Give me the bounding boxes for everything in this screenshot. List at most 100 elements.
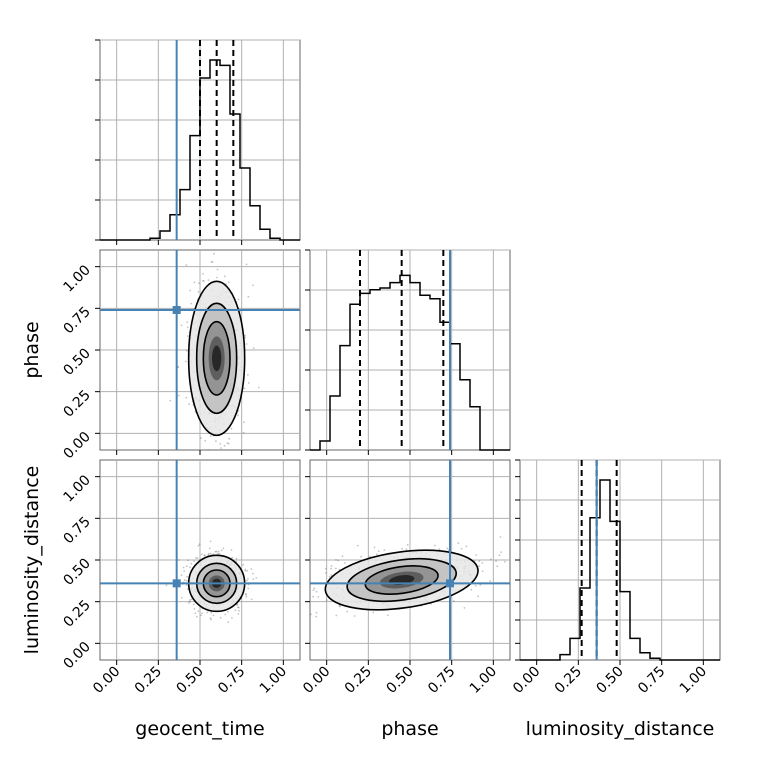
sample-point — [250, 568, 253, 570]
sample-point — [212, 553, 215, 555]
sample-point — [245, 263, 248, 266]
sample-point — [207, 554, 210, 557]
histogram-step-line — [520, 479, 720, 661]
sample-point — [198, 543, 201, 546]
sample-point — [313, 587, 316, 590]
sample-point — [235, 557, 238, 560]
panel-2d-geocent-time-phase — [99, 249, 301, 451]
y-tick-label: 0.00 — [60, 429, 93, 462]
sample-point — [330, 567, 332, 570]
sample-point — [489, 580, 491, 583]
sample-point — [203, 554, 206, 557]
sample-point — [310, 613, 312, 616]
sample-point — [190, 562, 193, 565]
sample-point — [344, 562, 346, 564]
y-tick-label: 1.00 — [60, 262, 93, 295]
sample-point — [499, 536, 502, 538]
sample-point — [193, 560, 196, 563]
sample-point — [401, 547, 403, 550]
sample-point — [216, 552, 219, 555]
sample-point — [245, 343, 248, 345]
sample-point — [252, 572, 254, 575]
sample-point — [237, 606, 240, 609]
sample-point — [188, 599, 191, 601]
sample-point — [243, 421, 245, 424]
x-tick-label: 0.75 — [215, 664, 248, 697]
sample-point — [185, 579, 188, 582]
sample-point — [189, 289, 192, 292]
sample-point — [237, 298, 240, 301]
x-axis-label-luminosity-distance: luminosity_distance — [526, 718, 715, 740]
sample-point — [305, 572, 307, 574]
sample-point — [201, 612, 204, 615]
sample-point — [209, 540, 212, 543]
sample-point — [245, 595, 248, 598]
density — [100, 460, 300, 660]
sample-point — [187, 559, 190, 562]
y-tick-label: 0.25 — [60, 597, 93, 630]
sample-point — [341, 555, 344, 558]
sample-point — [307, 599, 309, 601]
sample-point — [185, 584, 188, 586]
sample-point — [242, 431, 245, 434]
panel-hist-phase — [309, 249, 511, 451]
histogram — [100, 40, 300, 241]
x-axis-label-geocent-time: geocent_time — [135, 718, 264, 740]
sample-point — [324, 567, 327, 570]
sample-point — [200, 437, 202, 439]
sample-point — [237, 613, 240, 615]
sample-point — [334, 567, 337, 570]
sample-point — [246, 569, 249, 572]
x-tick-label: 0.75 — [425, 664, 458, 697]
sample-point — [193, 608, 196, 610]
sample-point — [457, 542, 460, 545]
sample-point — [186, 321, 189, 323]
sample-point — [231, 556, 234, 559]
sample-point — [230, 549, 233, 551]
grid — [520, 459, 720, 660]
sample-point — [477, 595, 479, 598]
sample-point — [252, 284, 254, 287]
sample-point — [227, 442, 230, 445]
density — [100, 250, 300, 450]
sample-point — [312, 589, 315, 591]
sample-point — [335, 614, 338, 617]
sample-point — [177, 394, 180, 397]
sample-point — [460, 547, 463, 550]
sample-point — [489, 558, 492, 561]
y-tick-label: 0.75 — [60, 514, 93, 547]
sample-point — [475, 554, 478, 556]
histogram-step-line — [310, 274, 510, 451]
sample-point — [194, 612, 197, 615]
sample-point — [224, 613, 227, 616]
sample-point — [197, 544, 200, 547]
sample-point — [209, 552, 212, 555]
sample-point — [183, 579, 186, 581]
sample-point — [470, 588, 473, 591]
sample-point — [196, 615, 198, 618]
sample-point — [230, 427, 233, 430]
sample-point — [223, 444, 226, 447]
sample-point — [192, 603, 195, 606]
sample-point — [209, 617, 212, 620]
sample-point — [165, 584, 168, 587]
sample-point — [195, 557, 198, 559]
sample-point — [202, 272, 204, 275]
truth-marker — [446, 579, 454, 588]
sample-point — [185, 264, 188, 266]
sample-point — [496, 565, 499, 567]
sample-point — [328, 575, 331, 578]
sample-point — [242, 563, 245, 566]
sample-point — [337, 559, 340, 562]
sample-point — [197, 610, 200, 612]
sample-point — [247, 577, 249, 580]
sample-point — [247, 373, 249, 376]
sample-point — [330, 565, 333, 567]
panel-2d-phase-luminosity-distance — [305, 459, 511, 661]
sample-point — [257, 386, 260, 389]
sample-point — [178, 559, 180, 561]
sample-point — [465, 545, 468, 548]
sample-point — [187, 335, 189, 337]
sample-point — [227, 611, 229, 613]
sample-point — [188, 600, 191, 603]
